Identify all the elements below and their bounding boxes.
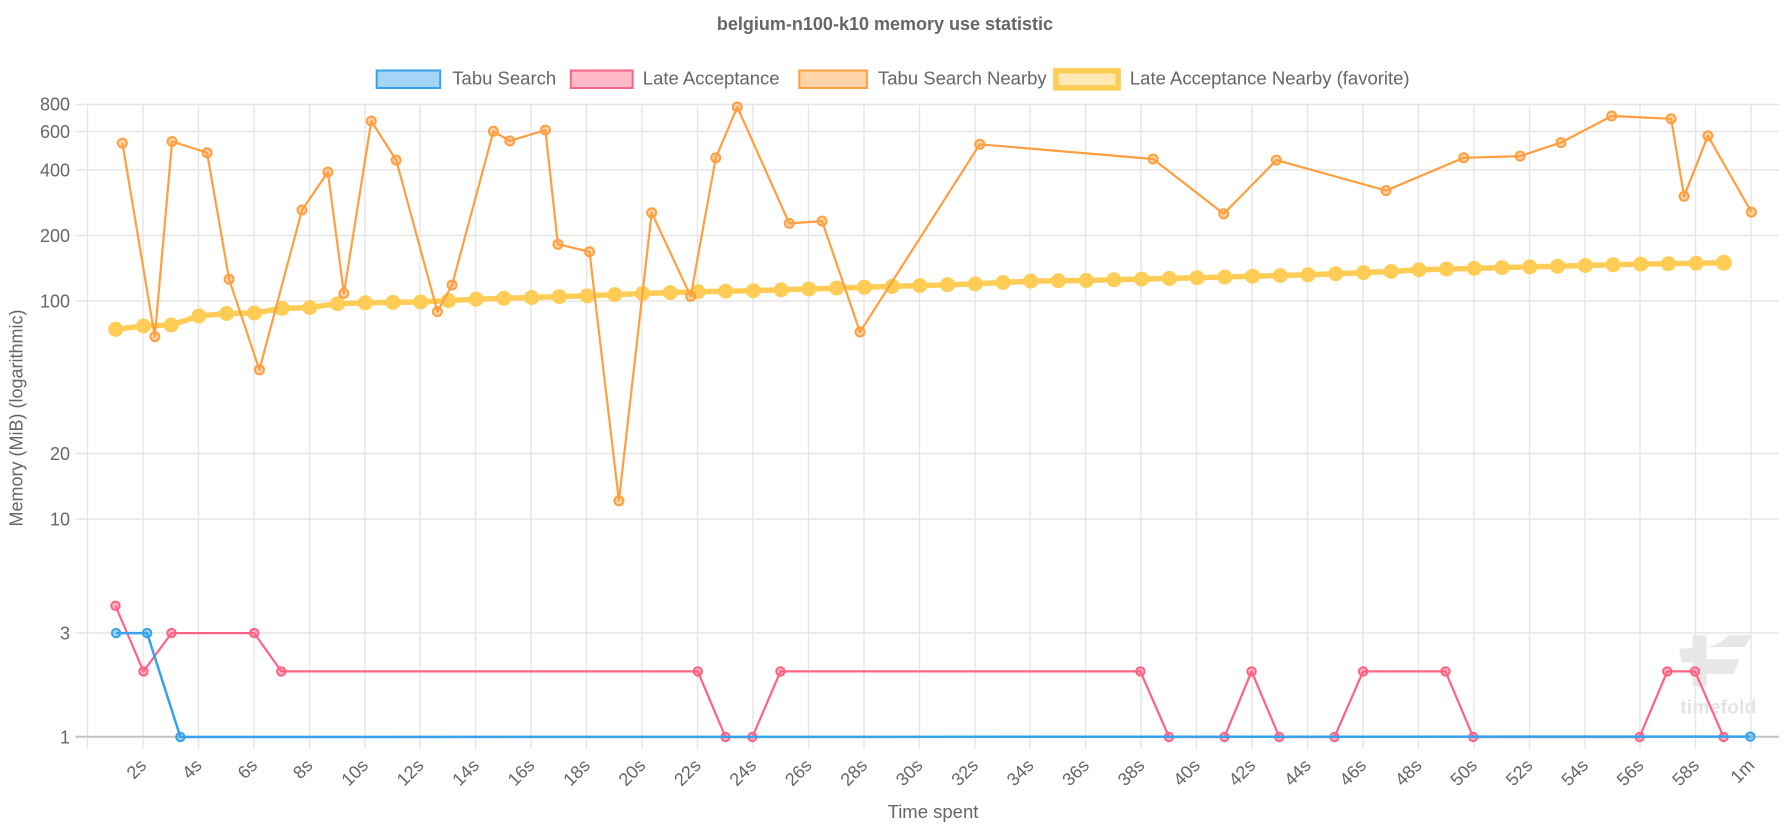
svg-text:Late Acceptance Nearby (favori: Late Acceptance Nearby (favorite): [1130, 68, 1410, 89]
svg-text:timefold: timefold: [1680, 698, 1756, 719]
svg-text:Memory (MiB) (logarithmic): Memory (MiB) (logarithmic): [7, 309, 27, 526]
svg-text:1: 1: [60, 727, 70, 747]
svg-text:400: 400: [40, 160, 70, 180]
svg-text:3: 3: [60, 623, 70, 643]
svg-text:Late Acceptance: Late Acceptance: [643, 68, 780, 89]
svg-text:800: 800: [40, 95, 70, 115]
svg-text:20: 20: [50, 444, 70, 464]
svg-text:belgium-n100-k10 memory use st: belgium-n100-k10 memory use statistic: [717, 14, 1053, 34]
svg-text:Tabu Search Nearby: Tabu Search Nearby: [878, 68, 1047, 89]
svg-text:Time spent: Time spent: [888, 801, 979, 822]
svg-text:100: 100: [40, 292, 70, 312]
svg-text:600: 600: [40, 122, 70, 142]
svg-text:10: 10: [50, 509, 70, 529]
svg-text:Tabu Search: Tabu Search: [452, 68, 556, 89]
svg-text:200: 200: [40, 226, 70, 246]
